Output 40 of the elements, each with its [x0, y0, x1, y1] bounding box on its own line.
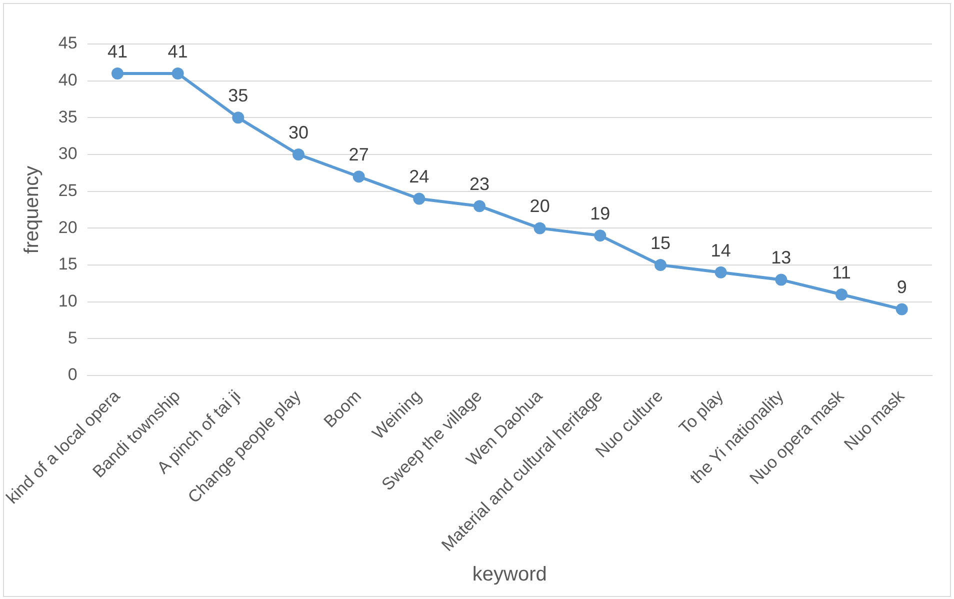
point: [413, 192, 426, 205]
y-tick-label: 0: [68, 365, 78, 384]
point: [654, 259, 666, 272]
y-tick-label: 35: [58, 107, 78, 126]
data-label: 41: [107, 41, 128, 62]
point: [172, 67, 184, 80]
point: [111, 67, 124, 80]
point: [473, 200, 486, 212]
data-label: 24: [409, 166, 430, 187]
data-label: 9: [896, 277, 907, 298]
data-label: 19: [590, 204, 610, 224]
data-label: 20: [530, 196, 550, 216]
y-tick-label: 30: [58, 144, 78, 164]
point: [352, 170, 365, 183]
y-tick-label: 20: [58, 218, 78, 237]
data-label: 27: [348, 144, 369, 165]
point: [714, 266, 727, 278]
data-label: 13: [771, 248, 792, 268]
data-label: 14: [710, 240, 731, 260]
y-tick-label: 25: [58, 181, 78, 200]
data-label: 41: [168, 41, 188, 62]
point: [775, 274, 788, 286]
data-label: 11: [832, 262, 851, 282]
y-tick-label: 45: [58, 34, 78, 53]
y-tick-label: 40: [58, 70, 78, 90]
point: [594, 230, 606, 242]
y-axis-title: frequency: [20, 166, 43, 254]
y-tick-label: 10: [58, 292, 78, 311]
x-axis-title: keyword: [472, 564, 547, 586]
data-label: 23: [469, 174, 490, 194]
data-label: 15: [650, 233, 671, 254]
data-label: 35: [228, 86, 248, 106]
y-tick-label: 5: [68, 328, 78, 348]
point: [896, 303, 908, 316]
point: [534, 222, 546, 234]
point: [232, 112, 244, 124]
point: [835, 288, 848, 301]
point: [292, 148, 304, 161]
data-label: 30: [288, 122, 308, 142]
y-tick-label: 15: [58, 254, 78, 274]
